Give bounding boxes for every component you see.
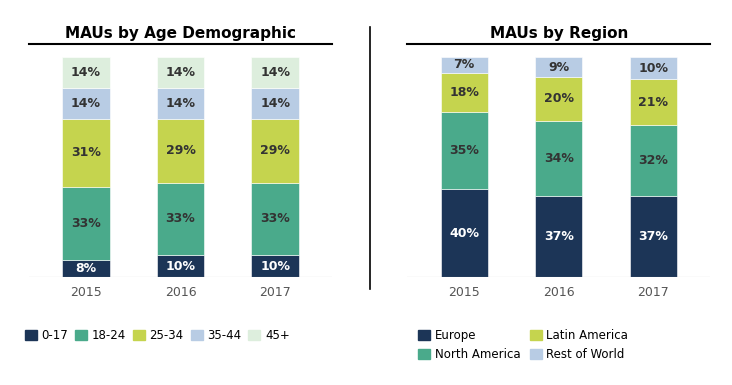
Text: 10%: 10% <box>260 260 290 273</box>
Bar <box>62 187 110 259</box>
Bar <box>441 189 488 277</box>
Text: 33%: 33% <box>261 213 290 225</box>
Text: 33%: 33% <box>165 213 195 225</box>
Bar <box>252 119 299 182</box>
Bar <box>62 57 110 88</box>
Bar <box>157 255 204 277</box>
Text: 8%: 8% <box>75 262 97 275</box>
Legend: Europe, North America, Latin America, Rest of World: Europe, North America, Latin America, Re… <box>414 325 633 366</box>
Text: 14%: 14% <box>165 66 195 79</box>
Text: 14%: 14% <box>165 97 195 110</box>
Text: 29%: 29% <box>260 144 290 157</box>
Bar <box>157 57 204 88</box>
Bar <box>630 126 677 196</box>
Title: MAUs by Age Demographic: MAUs by Age Demographic <box>65 26 296 41</box>
Text: 37%: 37% <box>544 230 574 243</box>
Text: 10%: 10% <box>638 62 668 75</box>
Bar <box>62 119 110 187</box>
Bar <box>630 79 677 126</box>
Bar <box>157 88 204 119</box>
Text: 7%: 7% <box>454 59 475 71</box>
Bar <box>157 182 204 255</box>
Bar <box>252 255 299 277</box>
Bar <box>535 77 583 121</box>
Text: 32%: 32% <box>638 154 668 167</box>
Bar <box>62 259 110 277</box>
Text: 20%: 20% <box>544 92 574 105</box>
Text: 31%: 31% <box>71 146 101 159</box>
Bar <box>441 73 488 112</box>
Title: MAUs by Region: MAUs by Region <box>490 26 628 41</box>
Text: 10%: 10% <box>165 260 195 273</box>
Text: 14%: 14% <box>71 66 101 79</box>
Text: 14%: 14% <box>260 97 290 110</box>
Legend: 0-17, 18-24, 25-34, 35-44, 45+: 0-17, 18-24, 25-34, 35-44, 45+ <box>20 325 294 347</box>
Bar <box>252 88 299 119</box>
Text: 29%: 29% <box>165 144 195 157</box>
Text: 14%: 14% <box>260 66 290 79</box>
Text: 35%: 35% <box>449 144 479 157</box>
Bar <box>630 57 677 79</box>
Text: 18%: 18% <box>449 86 479 99</box>
Text: 9%: 9% <box>548 60 569 74</box>
Bar <box>535 121 583 196</box>
Text: 40%: 40% <box>449 227 479 240</box>
Bar <box>62 88 110 119</box>
Text: 34%: 34% <box>544 152 574 165</box>
Bar <box>535 57 583 77</box>
Bar <box>252 182 299 255</box>
Bar <box>252 57 299 88</box>
Text: 37%: 37% <box>638 230 668 243</box>
Bar <box>535 196 583 277</box>
Bar <box>441 112 488 189</box>
Text: 21%: 21% <box>638 96 668 109</box>
Bar <box>630 196 677 277</box>
Text: 14%: 14% <box>71 97 101 110</box>
Text: 33%: 33% <box>71 217 101 230</box>
Bar <box>157 119 204 182</box>
Bar <box>441 57 488 73</box>
